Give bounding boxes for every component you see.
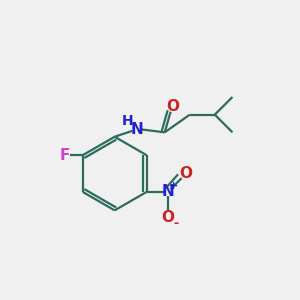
Text: O: O <box>179 166 193 181</box>
Text: O: O <box>167 99 179 114</box>
Text: O: O <box>161 210 174 225</box>
Text: H: H <box>122 114 133 128</box>
Text: N: N <box>130 122 143 137</box>
Text: +: + <box>169 181 178 191</box>
Text: F: F <box>60 148 70 163</box>
Text: -: - <box>173 217 178 230</box>
Text: N: N <box>161 184 174 200</box>
